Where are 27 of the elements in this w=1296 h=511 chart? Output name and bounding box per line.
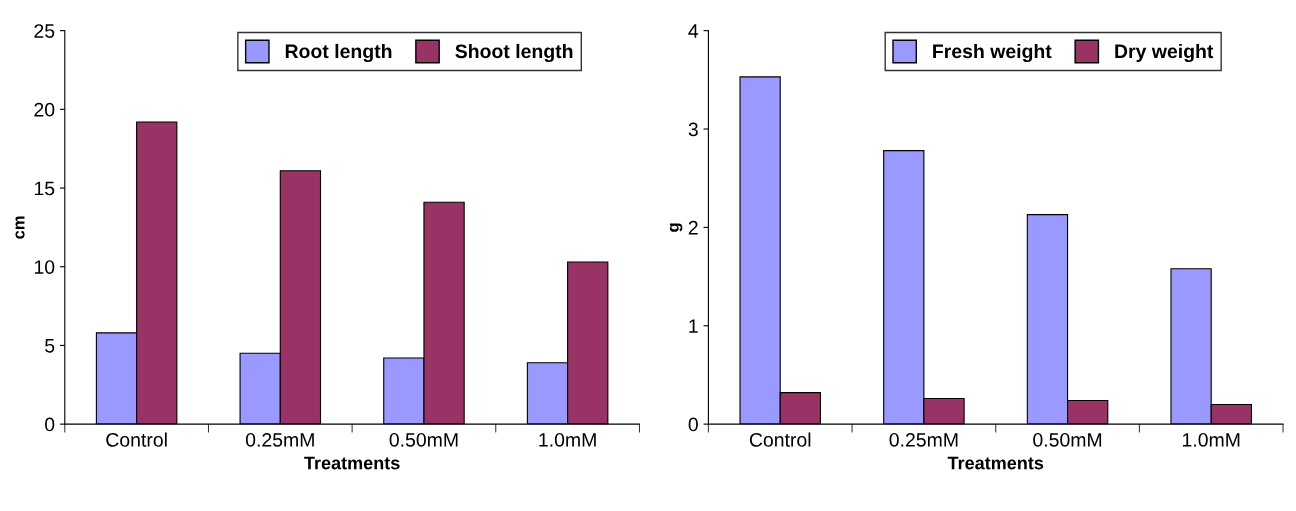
x-axis-title: Treatments (947, 456, 1044, 470)
x-tick-label: 0.50mM (389, 432, 458, 447)
x-tick-label: 0.25mM (245, 432, 314, 447)
y-tick-label: 2 (688, 220, 698, 235)
y-axis-title: g (669, 223, 683, 232)
x-tick-label: 1.0mM (1182, 432, 1240, 447)
y-tick-label: 15 (34, 181, 55, 196)
x-tick-label: 1.0mM (539, 432, 596, 447)
x-axis-title: Treatments (304, 456, 400, 470)
y-tick-label: 1 (689, 319, 698, 333)
legend-label: Root length (285, 43, 392, 63)
y-tick-label: 0 (45, 417, 55, 432)
y-tick-label: 10 (34, 260, 55, 274)
y-tick-label: 4 (688, 24, 699, 38)
x-tick-label: 0.25mM (889, 432, 958, 447)
y-tick-label: 5 (45, 339, 55, 353)
y-tick-label: 3 (688, 122, 698, 137)
y-tick-label: 20 (34, 102, 55, 117)
x-tick-label: Control (106, 432, 167, 447)
legend-label: Shoot length (455, 43, 573, 63)
y-tick-label: 25 (34, 24, 55, 38)
legend-label: Dry weight (1115, 43, 1214, 63)
y-tick-label: 0 (688, 417, 698, 432)
x-tick-label: Control (749, 432, 811, 447)
x-tick-label: 0.50mM (1033, 432, 1102, 447)
legend-label: Fresh weight (933, 43, 1052, 63)
y-axis-title: cm (15, 216, 25, 239)
